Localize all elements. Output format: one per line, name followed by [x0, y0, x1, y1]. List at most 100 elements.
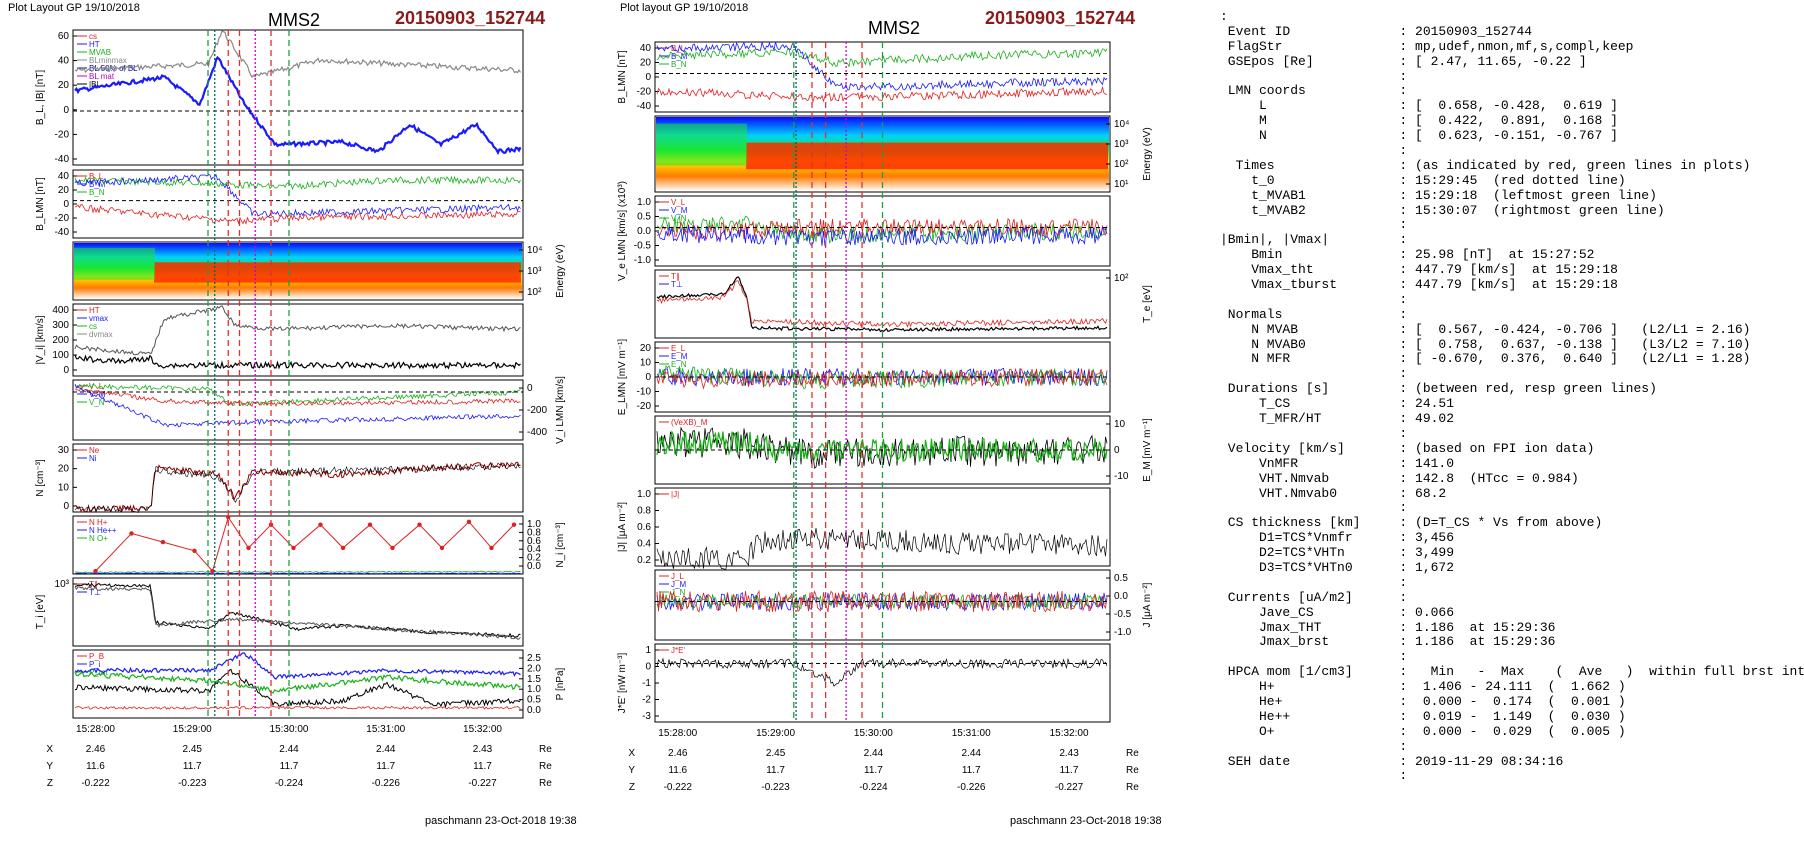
axis-label: V_e LMN [km/s] (x10³) — [617, 181, 628, 281]
legend-entry: E_N — [671, 360, 687, 369]
tick-label: 10² — [1114, 273, 1129, 284]
right-footer: paschmann 23-Oct-2018 19:38 — [1010, 815, 1162, 827]
legend-entry: J_L — [671, 572, 684, 581]
tick-label: 100 — [52, 350, 69, 361]
legend-entry: Ne — [89, 446, 100, 455]
panel-frame — [72, 577, 524, 647]
panel-frame — [72, 515, 524, 575]
tick-label: -20 — [637, 87, 652, 98]
time-tick-label: 15:30:00 — [270, 724, 309, 735]
legend-entry: V_M — [671, 206, 688, 215]
left-plot-title: MMS2 — [268, 10, 321, 30]
coord-label: X — [628, 748, 635, 759]
time-tick-label: 15:32:00 — [1050, 728, 1089, 739]
info-line: |Bmin|, |Vmax| : — [1220, 232, 1408, 248]
tick-label: -40 — [55, 227, 70, 238]
data-point — [246, 545, 251, 551]
data-point — [291, 545, 296, 551]
coord-value: 2.44 — [376, 744, 396, 755]
tick-label: 10 — [640, 358, 652, 369]
info-line: : — [1220, 9, 1228, 24]
legend-entry: T∥ — [89, 580, 98, 589]
coord-value: 2.45 — [183, 744, 203, 755]
coord-value: 2.44 — [864, 748, 884, 759]
series-line — [656, 276, 1108, 333]
legend-entry: E_M — [671, 352, 688, 361]
tick-label: 0.4 — [637, 539, 651, 550]
series-line — [656, 225, 1108, 247]
tick-label: 10⁴ — [527, 245, 542, 256]
axis-label: B_LMN [nT] — [35, 177, 46, 231]
tick-label: 0 — [63, 105, 69, 116]
series-line — [656, 528, 1108, 570]
legend-entry: B_L — [671, 44, 686, 53]
data-point — [417, 522, 422, 527]
legend-entry: dvmax — [89, 330, 113, 339]
info-line: Normals : — [1220, 306, 1408, 322]
tick-label: 1.5 — [527, 674, 541, 685]
tick-label: -1.0 — [634, 255, 652, 266]
info-line: : — [1220, 649, 1408, 665]
left-plot-header: Plot Layout GP 19/10/2018 — [8, 2, 140, 14]
info-line: Event ID : 20150903_152744 — [1220, 23, 1533, 39]
tick-label: 0.5 — [637, 212, 651, 223]
tick-label: -400 — [527, 427, 547, 438]
axis-label: B_L, |B| [nT] — [35, 70, 46, 125]
legend-entry: |B| — [89, 80, 99, 89]
series-line — [74, 55, 522, 156]
tick-label: -20 — [637, 401, 652, 412]
legend-entry: N H+ — [89, 518, 108, 527]
info-line: GSEpos [Re] : [ 2.47, 11.65, -0.22 ] — [1220, 53, 1587, 69]
series-line — [74, 462, 521, 513]
tick-label: 20 — [640, 58, 652, 69]
tick-label: 0 — [645, 72, 651, 83]
info-line: T_CS : 24.51 — [1220, 396, 1455, 412]
legend-entry: B_N — [89, 188, 105, 197]
tick-label: 40 — [58, 56, 70, 67]
time-tick-label: 15:32:00 — [463, 724, 502, 735]
tick-label: 10¹ — [1114, 179, 1129, 190]
tick-label: 0.8 — [527, 527, 541, 538]
right-plot-header: Plot layout GP 19/10/2018 — [620, 2, 749, 14]
info-line: He++ : 0.019 - 1.149 ( 0.030 ) — [1220, 708, 1626, 724]
coord-value: -0.226 — [372, 778, 401, 789]
series-line — [74, 386, 521, 407]
tick-label: -40 — [637, 101, 652, 112]
spectrogram-band — [746, 142, 1108, 170]
info-line: : — [1220, 738, 1408, 754]
tick-label: -1 — [642, 678, 651, 689]
legend-entry: T∥ — [671, 272, 680, 281]
info-line: : — [1220, 366, 1408, 382]
info-line: Vmax_tburst : 447.79 [km/s] at 15:29:18 — [1220, 277, 1618, 293]
panel-spec: 10⁴ 10³ 10² 10¹ Energy (eV) — [654, 115, 1153, 193]
info-line: Vmax_tht : 447.79 [km/s] at 15:29:18 — [1220, 262, 1618, 278]
tick-label: 0.6 — [637, 522, 651, 533]
tick-label: 40 — [640, 43, 652, 54]
info-line: O+ : 0.000 - 0.029 ( 0.005 ) — [1220, 723, 1626, 739]
series-line — [75, 570, 521, 574]
panel-jlmn: 0.5 0.0 -0.5 -1.0 J [μA m⁻²] J_LJ_MJ_N — [654, 569, 1153, 641]
tick-label: 30 — [58, 445, 70, 456]
tick-label: -20 — [55, 129, 70, 140]
panel-spec: 10⁴ 10³ 10² Energy (eV) — [72, 241, 566, 301]
info-line: CS thickness [km] : (D=T_CS * Vs from ab… — [1220, 515, 1603, 531]
info-line: LMN coords : — [1220, 83, 1408, 99]
coord-value: -0.224 — [275, 778, 304, 789]
tick-label: 0.6 — [527, 536, 541, 547]
info-line: : — [1220, 68, 1408, 84]
coord-value: 2.46 — [668, 748, 688, 759]
axis-label: J*E' [nW m⁻³] — [617, 653, 628, 714]
info-line: N MFR : [ -0.670, 0.376, 0.640 ] (L2/L1 … — [1220, 351, 1751, 367]
coord-label: Z — [629, 782, 635, 793]
tick-label: 0 — [645, 372, 651, 383]
series-line — [74, 586, 521, 640]
panel-frame — [654, 569, 1111, 641]
series-line — [74, 705, 521, 710]
time-tick-label: 15:28:00 — [76, 724, 115, 735]
legend-entry: BL 50% of BL — [89, 64, 138, 73]
panel-vilmn: 0-200-400 V_i LMN [km/s]V_LV_MV_N — [72, 376, 566, 444]
